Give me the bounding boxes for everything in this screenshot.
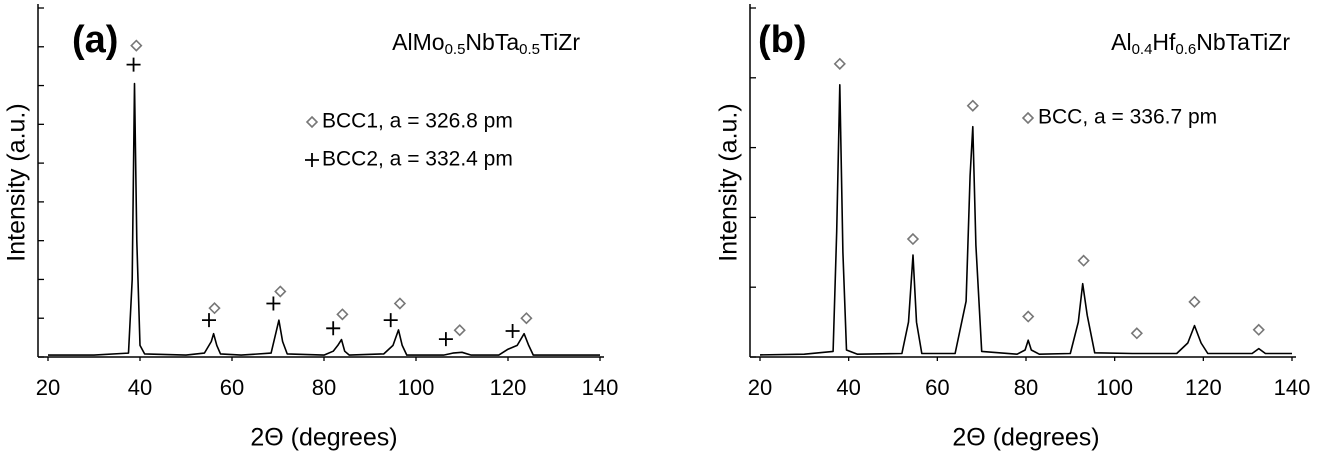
diamond-marker [453,324,466,337]
diamond-marker [208,302,221,315]
diamond-marker [1022,310,1035,323]
diamond-marker [393,297,407,310]
diamond-marker [1188,295,1201,308]
x-tick-label: 40 [836,375,860,400]
diamond-marker [1252,323,1265,336]
legend-label: BCC2, a = 332.4 pm [322,148,513,171]
plus-marker [126,57,141,72]
title-part: NbTaTiZr [1196,29,1290,55]
x-tick-label: 60 [925,375,949,400]
chart-title: AlMo0.5NbTa0.5TiZr [392,29,580,58]
legend-label: BCC, a = 336.7 pm [1038,106,1217,129]
title-part: Hf [1152,29,1176,55]
plus-marker [383,313,398,328]
title-subscript: 0.5 [445,41,466,58]
x-tick-label: 140 [1274,375,1311,400]
plus-marker [505,324,520,339]
x-axis-label: 2Θ (degrees) [250,424,397,452]
diffraction-pattern [48,82,600,356]
x-tick-label: 100 [1096,375,1133,400]
x-tick-label: 20 [748,375,772,400]
diamond-marker [966,99,979,112]
x-tick-label: 80 [1014,375,1038,400]
x-tick-label: 80 [312,375,336,400]
plus-marker [438,332,453,347]
title-part: AlMo [392,29,444,55]
plus-marker [202,313,216,328]
x-tick-label: 60 [220,375,244,400]
diamond-marker [520,312,533,325]
diamond-marker [336,308,349,321]
title-subscript: 0.5 [519,41,540,58]
plus-marker [266,296,281,311]
x-tick-label: 100 [398,375,435,400]
y-axis-label: Intensity (a.u.) [715,103,743,261]
diamond-marker [1130,327,1143,340]
panel-label: (a) [72,19,118,61]
title-subscript: 0.4 [1132,41,1153,58]
diamond-marker [1021,111,1035,125]
diamond-marker [1077,254,1090,267]
x-tick-label: 140 [582,375,619,400]
title-part: NbTa [465,29,519,55]
chart-title: Al0.4Hf0.6NbTaTiZr [1111,29,1290,58]
y-axis-label: Intensity (a.u.) [3,103,31,261]
diamond-marker [305,115,319,129]
x-tick-label: 40 [128,375,152,400]
title-part: Al [1111,29,1131,55]
diamond-marker [130,39,143,52]
diamond-marker [833,57,846,70]
title-part: TiZr [540,29,580,55]
plus-marker [326,321,341,336]
diffraction-pattern [759,84,1292,356]
diamond-marker [274,285,287,298]
x-tick-label: 120 [1185,375,1222,400]
panel-label: (b) [758,19,807,61]
x-axis-label: 2Θ (degrees) [952,424,1099,452]
legend-label: BCC1, a = 326.8 pm [322,110,513,133]
x-tick-label: 120 [490,375,527,400]
plus-marker [305,153,319,167]
title-subscript: 0.6 [1175,41,1196,58]
diamond-marker [906,232,920,246]
x-tick-label: 20 [36,375,60,400]
